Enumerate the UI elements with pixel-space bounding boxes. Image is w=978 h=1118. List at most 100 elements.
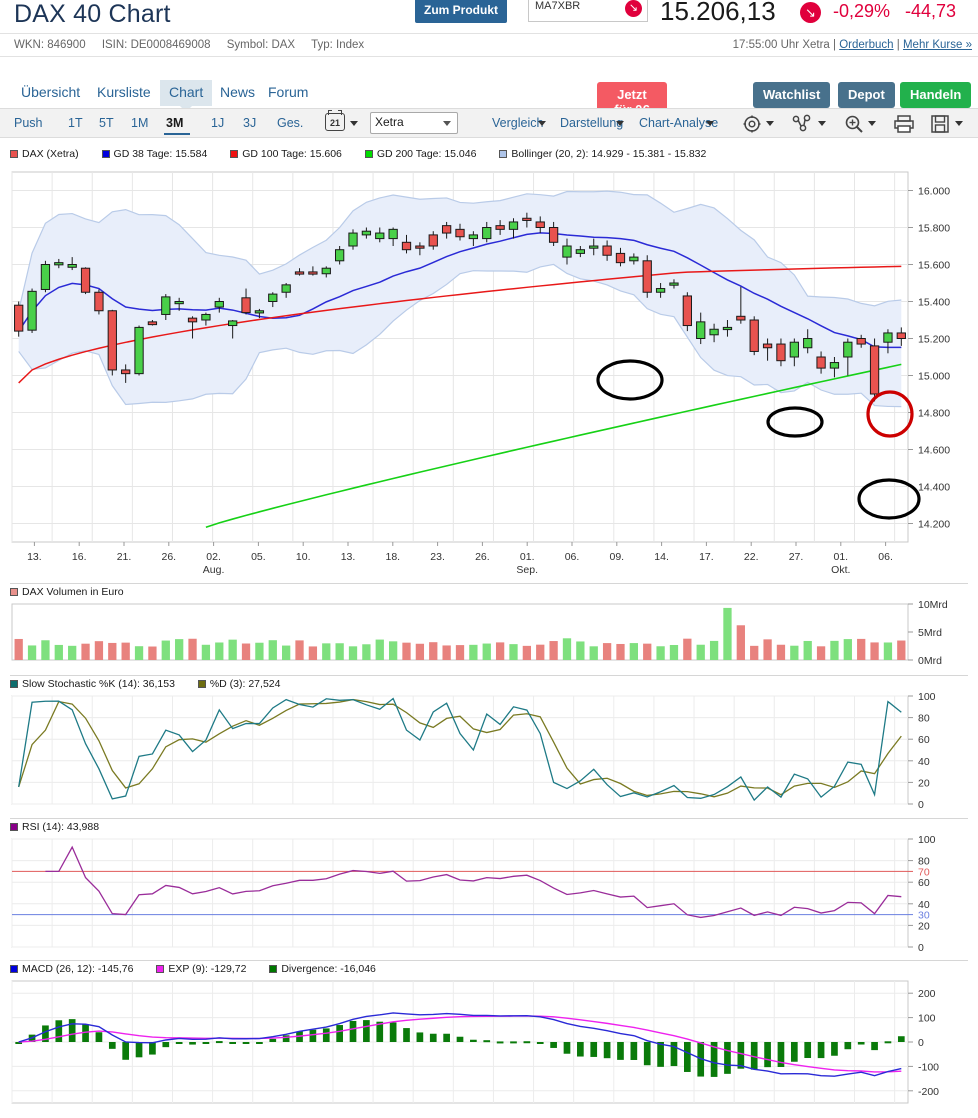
orderbuch-link[interactable]: Orderbuch	[839, 39, 894, 51]
price-down-arrow-icon: ↘	[800, 2, 821, 23]
svg-text:80: 80	[918, 713, 930, 725]
svg-text:Aug.: Aug.	[203, 564, 225, 576]
stochastic-panel-divider	[10, 675, 968, 676]
macd-chart-svg[interactable]: 200 100 0 -100 -200	[0, 977, 978, 1115]
svg-text:40: 40	[918, 756, 930, 768]
range-1t[interactable]: 1T	[68, 116, 83, 130]
svg-text:14.200: 14.200	[918, 519, 950, 531]
calendar-icon[interactable]: 21	[325, 110, 345, 131]
quote-time: 17:55:00 Uhr Xetra	[732, 39, 830, 51]
gear-chevron-down-icon[interactable]	[766, 121, 774, 126]
tab-uebersicht[interactable]: Übersicht	[12, 80, 89, 106]
calendar-chevron-down-icon[interactable]	[350, 121, 358, 126]
gear-icon[interactable]	[742, 114, 762, 134]
vergleich-chevron-down-icon[interactable]	[538, 121, 546, 126]
menu-chart-analyse[interactable]: Chart-Analyse	[639, 116, 719, 130]
range-3m[interactable]: 3M	[166, 116, 184, 130]
svg-text:06.: 06.	[878, 551, 893, 563]
range-1m[interactable]: 1M	[131, 116, 149, 130]
svg-text:18.: 18.	[385, 551, 400, 563]
indicators-chevron-down-icon[interactable]	[818, 121, 826, 126]
tab-news[interactable]: News	[211, 80, 264, 106]
tab-chart[interactable]: Chart	[160, 80, 213, 112]
legend-macd-label: MACD (26, 12): -145,76	[22, 963, 134, 975]
svg-text:20: 20	[918, 777, 930, 789]
zoom-in-icon[interactable]	[844, 114, 864, 134]
price-chart-svg[interactable]: 16.000 15.800 15.600 15.400 15.200 15.000 14.8…	[0, 164, 978, 584]
tab-kursliste-label: Kursliste	[97, 84, 151, 100]
handeln-button[interactable]: Handeln	[900, 82, 972, 108]
page-header: DAX 40 Chart Zum Produkt MA7XBR ↘ 15.206…	[0, 0, 978, 36]
main-tabs: Übersicht Kursliste Chart News Forum	[0, 80, 978, 112]
svg-text:100: 100	[918, 835, 936, 846]
legend-gd100: GD 100 Tage: 15.606	[230, 148, 342, 160]
svg-text:01.: 01.	[833, 551, 848, 563]
menu-darstellung[interactable]: Darstellung	[560, 116, 624, 130]
svg-text:01.: 01.	[520, 551, 535, 563]
svg-text:15.600: 15.600	[918, 260, 950, 272]
product-code-box[interactable]: MA7XBR ↘	[528, 0, 648, 22]
legend-exp: EXP (9): -129,72	[156, 963, 246, 975]
save-icon[interactable]	[930, 114, 950, 134]
svg-text:0: 0	[918, 1037, 924, 1049]
change-absolute: -44,73	[905, 1, 957, 21]
svg-text:22.: 22.	[744, 551, 759, 563]
stochastic-panel: Slow Stochastic %K (14): 36,153 %D (3): …	[0, 675, 978, 818]
legend-rsi-swatch	[10, 823, 18, 831]
current-price: 15.206,13	[660, 0, 776, 26]
svg-text:0Mrd: 0Mrd	[918, 655, 942, 667]
separator-2: |	[896, 39, 900, 51]
print-icon[interactable]	[893, 114, 915, 134]
legend-gd38-swatch	[101, 150, 110, 158]
watchlist-button[interactable]: Watchlist	[753, 82, 831, 108]
svg-text:21.: 21.	[117, 551, 132, 563]
mehr-kurse-link[interactable]: Mehr Kurse »	[902, 39, 972, 51]
legend-exp-label: EXP (9): -129,72	[168, 963, 247, 975]
svg-text:14.400: 14.400	[918, 482, 950, 494]
range-3j[interactable]: 3J	[243, 116, 257, 130]
tab-forum[interactable]: Forum	[259, 80, 317, 106]
isin-label: ISIN: DE0008469008	[101, 39, 211, 51]
legend-divergence: Divergence: -16,046	[269, 963, 376, 975]
menu-vergleich[interactable]: Vergleich	[492, 116, 544, 130]
save-chevron-down-icon[interactable]	[955, 121, 963, 126]
svg-text:30: 30	[918, 910, 930, 922]
darstellung-chevron-down-icon[interactable]	[616, 121, 624, 126]
tab-kursliste[interactable]: Kursliste	[88, 80, 160, 106]
range-active-underline	[164, 133, 190, 135]
range-ges[interactable]: Ges.	[277, 116, 304, 130]
exchange-select[interactable]: Xetra	[370, 112, 458, 134]
legend-bollinger-swatch	[499, 150, 508, 158]
zum-produkt-button[interactable]: Zum Produkt	[415, 0, 507, 23]
legend-bollinger-label: Bollinger (20, 2): 14.929 - 15.381 - 15.…	[511, 148, 707, 160]
legend-gd38-label: GD 38 Tage: 15.584	[113, 148, 208, 160]
chart-analyse-chevron-down-icon[interactable]	[706, 121, 714, 126]
svg-text:5Mrd: 5Mrd	[918, 627, 942, 639]
legend-volume-label: DAX Volumen in Euro	[22, 586, 124, 598]
indicators-icon[interactable]	[792, 114, 814, 134]
svg-text:15.400: 15.400	[918, 297, 950, 309]
svg-text:13.: 13.	[341, 551, 356, 563]
legend-gd38: GD 38 Tage: 15.584	[101, 148, 208, 160]
svg-text:16.: 16.	[72, 551, 87, 563]
rsi-panel-divider	[10, 818, 968, 819]
stochastic-chart-svg[interactable]: 100 80 60 40 20 0	[0, 692, 978, 815]
svg-text:15.200: 15.200	[918, 334, 950, 346]
rsi-chart-svg[interactable]: 100 80 60 40 20 0 70 30	[0, 835, 978, 958]
svg-text:26.: 26.	[161, 551, 176, 563]
legend-exp-swatch	[156, 965, 165, 973]
legend-stoch-d-label: %D (3): 27,524	[209, 678, 281, 690]
svg-text:100: 100	[918, 1013, 936, 1025]
svg-text:20: 20	[918, 920, 930, 932]
svg-text:10.: 10.	[296, 551, 311, 563]
range-1j[interactable]: 1J	[211, 116, 225, 130]
range-5t[interactable]: 5T	[99, 116, 114, 130]
depot-button[interactable]: Depot	[838, 82, 895, 108]
legend-macd-swatch	[10, 965, 18, 973]
range-push[interactable]: Push	[14, 116, 43, 130]
svg-text:23.: 23.	[430, 551, 445, 563]
zoom-chevron-down-icon[interactable]	[868, 121, 876, 126]
svg-text:-200: -200	[918, 1086, 939, 1098]
volume-chart-svg[interactable]: 10Mrd 5Mrd 0Mrd	[0, 600, 978, 672]
svg-text:60: 60	[918, 877, 930, 889]
